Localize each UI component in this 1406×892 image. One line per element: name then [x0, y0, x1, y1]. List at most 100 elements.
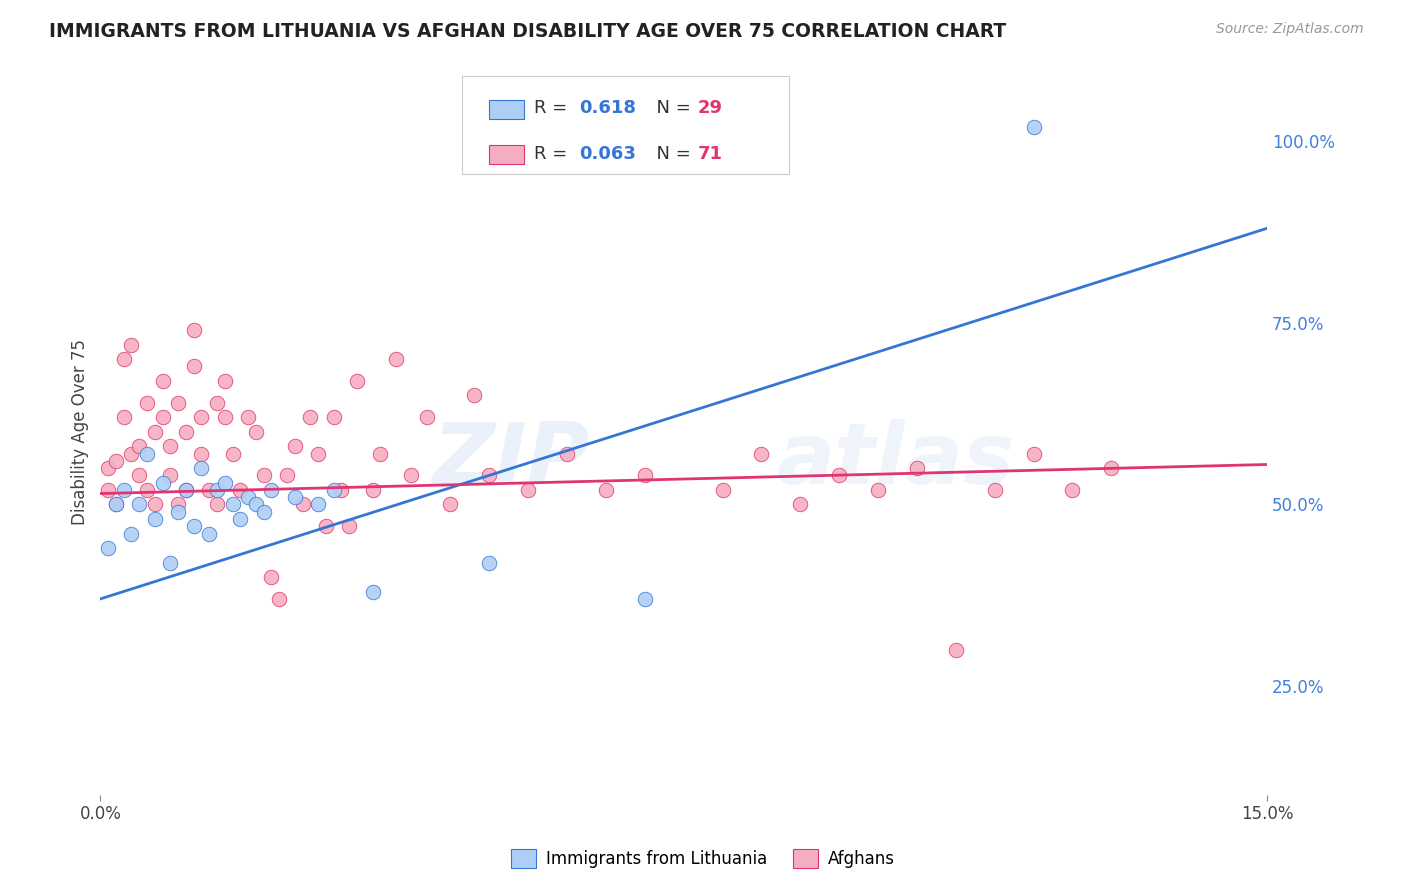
Point [299, 410, 322, 425]
Y-axis label: Disability Age Over 75: Disability Age Over 75 [72, 339, 89, 524]
Point [198, 483, 221, 497]
Point [97, 541, 120, 555]
Text: R =: R = [534, 145, 574, 162]
Point [190, 410, 212, 425]
Point [478, 468, 501, 483]
Point [112, 483, 135, 497]
Point [97, 461, 120, 475]
Point [112, 352, 135, 367]
Text: 0.063: 0.063 [579, 145, 636, 162]
Point [221, 447, 243, 461]
Point [183, 519, 205, 533]
Point [152, 475, 174, 490]
Point [245, 498, 267, 512]
Text: N =: N = [645, 145, 696, 162]
Text: IMMIGRANTS FROM LITHUANIA VS AFGHAN DISABILITY AGE OVER 75 CORRELATION CHART: IMMIGRANTS FROM LITHUANIA VS AFGHAN DISA… [49, 22, 1007, 41]
Legend: Immigrants from Lithuania, Afghans: Immigrants from Lithuania, Afghans [505, 843, 901, 875]
Point [983, 483, 1005, 497]
Point [385, 352, 408, 367]
Point [236, 410, 259, 425]
Point [789, 498, 811, 512]
Point [253, 505, 276, 519]
Point [868, 483, 890, 497]
Text: N =: N = [645, 100, 696, 118]
Point [307, 447, 329, 461]
Point [634, 468, 657, 483]
FancyBboxPatch shape [463, 76, 789, 174]
Point [167, 395, 190, 409]
Point [214, 475, 236, 490]
Point [198, 526, 221, 541]
Point [120, 337, 142, 351]
Text: 0.618: 0.618 [579, 100, 636, 118]
Point [112, 410, 135, 425]
Point [322, 483, 344, 497]
Point [337, 519, 360, 533]
Point [463, 388, 485, 402]
Point [828, 468, 851, 483]
FancyBboxPatch shape [489, 145, 524, 164]
Point [152, 374, 174, 388]
Text: 29: 29 [697, 100, 723, 118]
Point [183, 323, 205, 337]
Point [284, 490, 307, 504]
Point [159, 439, 181, 453]
Point [291, 498, 314, 512]
Point [945, 642, 967, 657]
Point [128, 468, 150, 483]
Point [190, 461, 212, 475]
Point [236, 490, 259, 504]
Point [322, 410, 344, 425]
Point [439, 498, 461, 512]
Point [120, 447, 142, 461]
Point [1022, 447, 1045, 461]
Point [1022, 120, 1045, 134]
Point [183, 359, 205, 374]
Point [174, 425, 197, 439]
Point [136, 395, 159, 409]
Point [205, 483, 228, 497]
Text: R =: R = [534, 100, 574, 118]
Point [104, 498, 127, 512]
Point [205, 498, 228, 512]
Point [167, 498, 190, 512]
Point [269, 591, 291, 606]
Point [284, 439, 307, 453]
Point [229, 512, 252, 526]
Point [905, 461, 928, 475]
Point [517, 483, 540, 497]
Point [174, 483, 197, 497]
Point [711, 483, 734, 497]
Point [136, 447, 159, 461]
Point [330, 483, 353, 497]
Point [315, 519, 337, 533]
Point [159, 468, 181, 483]
Point [97, 483, 120, 497]
Text: 71: 71 [697, 145, 723, 162]
Point [143, 498, 166, 512]
Point [104, 498, 127, 512]
Point [128, 498, 150, 512]
Point [307, 498, 329, 512]
Point [276, 468, 298, 483]
Text: atlas: atlas [778, 419, 1015, 502]
Point [120, 526, 142, 541]
Point [478, 556, 501, 570]
Point [260, 570, 283, 584]
Point [229, 483, 252, 497]
Point [104, 454, 127, 468]
Point [416, 410, 439, 425]
Point [174, 483, 197, 497]
Point [167, 505, 190, 519]
Point [361, 584, 384, 599]
Point [253, 468, 276, 483]
Point [346, 374, 368, 388]
Point [143, 425, 166, 439]
Point [260, 483, 283, 497]
Point [159, 556, 181, 570]
Point [128, 439, 150, 453]
Point [751, 447, 773, 461]
Point [401, 468, 423, 483]
Point [368, 447, 391, 461]
Point [190, 447, 212, 461]
